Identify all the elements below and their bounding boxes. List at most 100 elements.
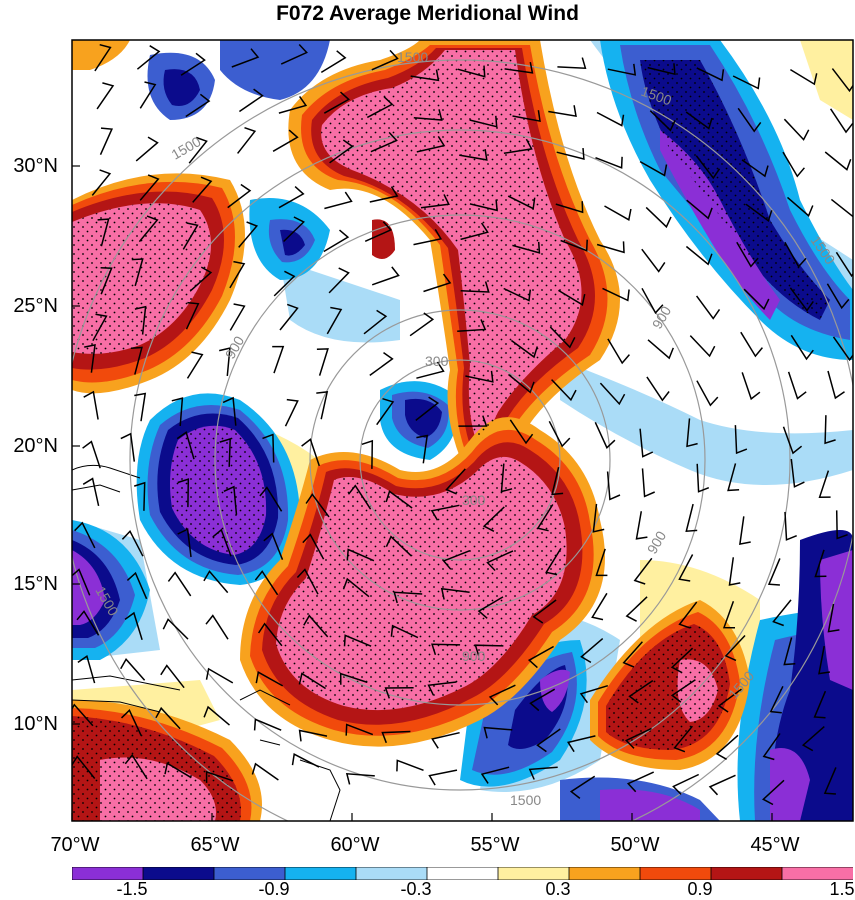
wind-barb <box>639 160 668 177</box>
wind-barb <box>835 251 853 278</box>
wind-barb <box>790 68 818 86</box>
wind-barb <box>390 624 419 639</box>
wind-barb <box>510 339 539 359</box>
wind-barb <box>686 199 713 220</box>
wind-barb <box>371 49 399 71</box>
wind-barb <box>251 762 279 781</box>
wind-barb <box>626 771 655 793</box>
wind-barb <box>238 88 264 113</box>
wind-barb <box>124 611 143 641</box>
wind-barb <box>673 725 693 753</box>
wind-barb <box>305 493 330 518</box>
wind-barb <box>536 728 561 753</box>
wind-barb <box>222 396 237 426</box>
wind-barb <box>384 686 414 699</box>
wind-barb <box>741 159 769 178</box>
wind-barb <box>323 229 350 253</box>
wind-barb <box>762 733 781 761</box>
wind-barb <box>253 718 282 731</box>
wind-barb <box>818 645 831 675</box>
wind-barb <box>782 151 805 178</box>
wind-barb <box>416 135 446 153</box>
wind-barb <box>728 557 741 586</box>
wind-barb <box>219 347 231 376</box>
wind-barb <box>385 535 412 557</box>
wind-barb <box>324 191 353 210</box>
wind-barb <box>832 336 853 362</box>
wind-barb <box>645 206 672 229</box>
wind-barb <box>591 592 608 621</box>
wind-barb <box>835 510 848 540</box>
wind-barb <box>280 43 308 65</box>
wind-barb <box>737 107 762 133</box>
wind-barb <box>396 759 424 772</box>
wind-barb <box>345 723 374 736</box>
wind-barb <box>361 439 374 469</box>
wind-barb <box>139 174 160 201</box>
wind-barbs <box>72 43 853 806</box>
wind-barb <box>695 295 721 320</box>
wind-barb <box>130 346 143 375</box>
colorbar-label: -0.3 <box>400 879 432 899</box>
colorbar-label: 0.3 <box>545 879 571 899</box>
wind-barb <box>186 351 204 379</box>
wind-barb <box>635 511 648 540</box>
wind-barb <box>685 503 698 533</box>
wind-barb <box>316 391 329 420</box>
wind-barb <box>182 222 199 250</box>
wind-barb <box>231 48 260 68</box>
wind-barb <box>818 470 831 498</box>
wind-barb <box>745 203 773 223</box>
wind-barb <box>504 61 534 74</box>
wind-barb <box>366 96 394 119</box>
wind-barb <box>827 370 845 400</box>
wind-barb <box>555 201 584 214</box>
wind-barb <box>203 570 229 594</box>
wind-barb <box>557 57 587 69</box>
wind-barb <box>458 415 488 427</box>
wind-barb <box>743 288 770 311</box>
wind-barb <box>477 596 504 619</box>
wind-barb <box>96 82 115 110</box>
wind-barb <box>171 397 184 427</box>
wind-barb <box>580 638 604 664</box>
lon-label-65w: 65°W <box>190 834 240 856</box>
wind-barb <box>296 568 319 595</box>
wind-barb <box>783 637 796 666</box>
wind-barb <box>219 437 231 467</box>
wind-barb <box>339 672 368 685</box>
wind-barb <box>428 769 458 786</box>
wind-barb <box>162 618 189 640</box>
wind-barb <box>120 658 146 681</box>
wind-barb <box>416 434 429 464</box>
wind-barb <box>83 390 99 420</box>
wind-barb <box>739 516 751 546</box>
wind-barb <box>326 306 343 335</box>
lon-label-45w: 45°W <box>750 834 800 856</box>
colorbar-label: 1.5 <box>829 879 855 899</box>
wind-barb <box>302 533 325 560</box>
lon-label-70w: 70°W <box>50 834 100 856</box>
wind-barb <box>595 156 623 169</box>
wind-barb <box>369 186 399 203</box>
wind-barb <box>741 372 761 401</box>
wind-barb <box>469 115 498 128</box>
wind-barb <box>457 319 487 333</box>
wind-barb <box>787 196 814 217</box>
wind-barb <box>100 266 113 295</box>
wind-barb <box>189 266 213 292</box>
wind-barb <box>298 672 326 690</box>
wind-barb <box>830 198 853 218</box>
wind-barb <box>120 709 142 737</box>
wind-barb <box>272 345 285 374</box>
colorbar-swatch <box>781 867 853 880</box>
wind-barb <box>272 129 299 152</box>
wind-barb <box>606 471 621 501</box>
wind-barb <box>678 554 694 582</box>
wind-barb <box>486 550 514 572</box>
wind-barb <box>790 334 814 361</box>
wind-barb <box>696 67 725 82</box>
wind-barb <box>262 433 275 463</box>
wind-barb <box>831 68 853 93</box>
